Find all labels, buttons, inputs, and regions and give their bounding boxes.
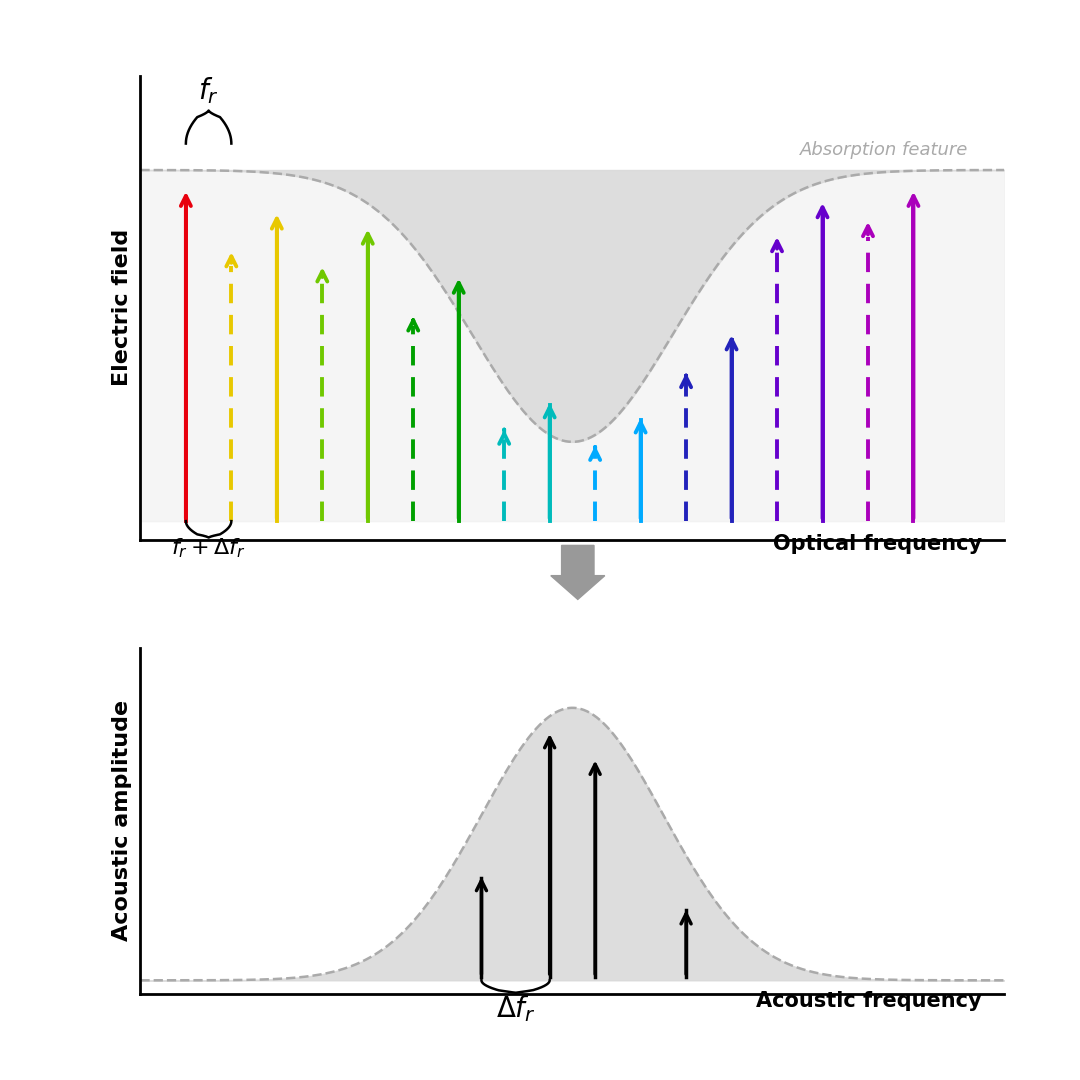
Text: $\Delta f_r$: $\Delta f_r$	[496, 993, 536, 1024]
Text: $f_r+\Delta f_r$: $f_r+\Delta f_r$	[172, 537, 246, 559]
Y-axis label: Acoustic amplitude: Acoustic amplitude	[112, 700, 132, 942]
Text: Absorption feature: Absorption feature	[799, 140, 968, 159]
Text: $f_r$: $f_r$	[199, 75, 219, 106]
Y-axis label: Electric field: Electric field	[112, 229, 132, 387]
Text: Optical frequency: Optical frequency	[772, 535, 982, 554]
Text: Acoustic frequency: Acoustic frequency	[756, 991, 982, 1011]
